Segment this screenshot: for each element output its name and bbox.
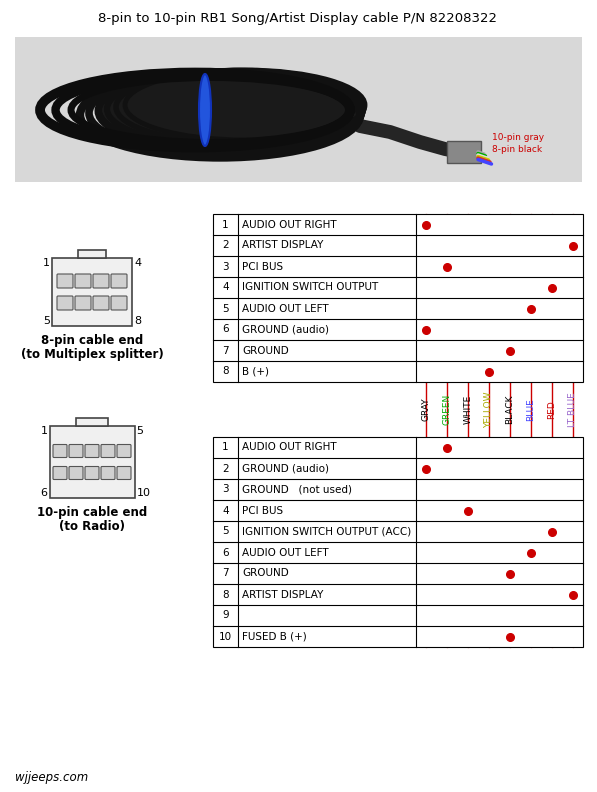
Text: GROUND (audio): GROUND (audio): [242, 325, 329, 334]
Text: 5: 5: [222, 527, 229, 536]
FancyBboxPatch shape: [117, 444, 131, 458]
Text: 2: 2: [222, 241, 229, 250]
Text: ARTIST DISPLAY: ARTIST DISPLAY: [242, 589, 324, 600]
Text: GROUND   (not used): GROUND (not used): [242, 485, 352, 494]
Text: 10: 10: [219, 631, 232, 642]
FancyBboxPatch shape: [101, 466, 115, 479]
Bar: [50, 426, 134, 498]
FancyBboxPatch shape: [57, 274, 73, 288]
FancyBboxPatch shape: [53, 466, 67, 479]
FancyBboxPatch shape: [75, 296, 91, 310]
Text: 9: 9: [222, 611, 229, 620]
FancyBboxPatch shape: [57, 296, 73, 310]
Text: BLUE: BLUE: [527, 398, 536, 421]
Text: BLACK: BLACK: [506, 394, 515, 425]
Text: 5: 5: [137, 426, 143, 436]
FancyBboxPatch shape: [93, 296, 109, 310]
Text: 4: 4: [134, 258, 141, 268]
Text: 6: 6: [222, 547, 229, 558]
Text: 2: 2: [222, 463, 229, 474]
Text: 8: 8: [222, 367, 229, 376]
Bar: [15, 37, 582, 182]
Text: (to Radio): (to Radio): [59, 520, 125, 533]
Ellipse shape: [199, 74, 211, 146]
Text: GROUND: GROUND: [242, 569, 289, 578]
Bar: [78, 250, 106, 258]
Text: 1: 1: [43, 258, 50, 268]
Text: GREEN: GREEN: [443, 394, 452, 425]
Text: (to Multiplex splitter): (to Multiplex splitter): [21, 348, 164, 361]
Text: IGNITION SWITCH OUTPUT: IGNITION SWITCH OUTPUT: [242, 283, 378, 292]
Text: 8-pin cable end: 8-pin cable end: [41, 334, 143, 347]
FancyBboxPatch shape: [93, 274, 109, 288]
Text: 4: 4: [222, 505, 229, 516]
FancyBboxPatch shape: [117, 466, 131, 479]
Ellipse shape: [100, 71, 360, 149]
Text: 1: 1: [222, 443, 229, 452]
Text: IGNITION SWITCH OUTPUT (ACC): IGNITION SWITCH OUTPUT (ACC): [242, 527, 411, 536]
Text: 7: 7: [222, 569, 229, 578]
Text: 8: 8: [134, 316, 141, 326]
Text: GROUND: GROUND: [242, 345, 289, 356]
Text: WHITE: WHITE: [464, 395, 473, 425]
Bar: [76, 418, 108, 426]
FancyBboxPatch shape: [69, 444, 83, 458]
FancyBboxPatch shape: [111, 274, 127, 288]
FancyBboxPatch shape: [69, 466, 83, 479]
FancyBboxPatch shape: [447, 141, 481, 163]
FancyBboxPatch shape: [111, 296, 127, 310]
Text: 10: 10: [137, 488, 150, 498]
Text: YELLOW: YELLOW: [485, 391, 494, 428]
Text: RED: RED: [547, 400, 556, 419]
Text: 8: 8: [222, 589, 229, 600]
Text: 3: 3: [222, 485, 229, 494]
Text: wjjeeps.com: wjjeeps.com: [15, 771, 88, 784]
Text: ARTIST DISPLAY: ARTIST DISPLAY: [242, 241, 324, 250]
Text: AUDIO OUT LEFT: AUDIO OUT LEFT: [242, 303, 328, 314]
FancyBboxPatch shape: [75, 274, 91, 288]
Text: 4: 4: [222, 283, 229, 292]
FancyBboxPatch shape: [101, 444, 115, 458]
Text: GRAY: GRAY: [422, 398, 431, 421]
Text: GROUND (audio): GROUND (audio): [242, 463, 329, 474]
Bar: [213, 214, 583, 382]
Text: FUSED B (+): FUSED B (+): [242, 631, 307, 642]
Text: 8-pin black: 8-pin black: [492, 144, 542, 154]
Text: 6: 6: [222, 325, 229, 334]
Text: 1: 1: [41, 426, 48, 436]
FancyBboxPatch shape: [53, 444, 67, 458]
Text: 5: 5: [222, 303, 229, 314]
Text: AUDIO OUT LEFT: AUDIO OUT LEFT: [242, 547, 328, 558]
Text: LT BLUE: LT BLUE: [568, 392, 577, 427]
Bar: [213, 437, 583, 647]
Text: PCI BUS: PCI BUS: [242, 261, 283, 272]
Text: PCI BUS: PCI BUS: [242, 505, 283, 516]
Text: 7: 7: [222, 345, 229, 356]
Text: AUDIO OUT RIGHT: AUDIO OUT RIGHT: [242, 219, 337, 230]
Text: 1: 1: [222, 219, 229, 230]
Text: B (+): B (+): [242, 367, 269, 376]
Text: 8-pin to 10-pin RB1 Song/Artist Display cable P/N 82208322: 8-pin to 10-pin RB1 Song/Artist Display …: [99, 12, 497, 25]
Text: 6: 6: [41, 488, 48, 498]
Bar: [52, 258, 132, 326]
FancyBboxPatch shape: [85, 466, 99, 479]
Text: 5: 5: [43, 316, 50, 326]
Text: 3: 3: [222, 261, 229, 272]
Text: 10-pin cable end: 10-pin cable end: [37, 506, 147, 519]
Text: AUDIO OUT RIGHT: AUDIO OUT RIGHT: [242, 443, 337, 452]
FancyBboxPatch shape: [85, 444, 99, 458]
Text: 10-pin gray: 10-pin gray: [492, 132, 544, 142]
